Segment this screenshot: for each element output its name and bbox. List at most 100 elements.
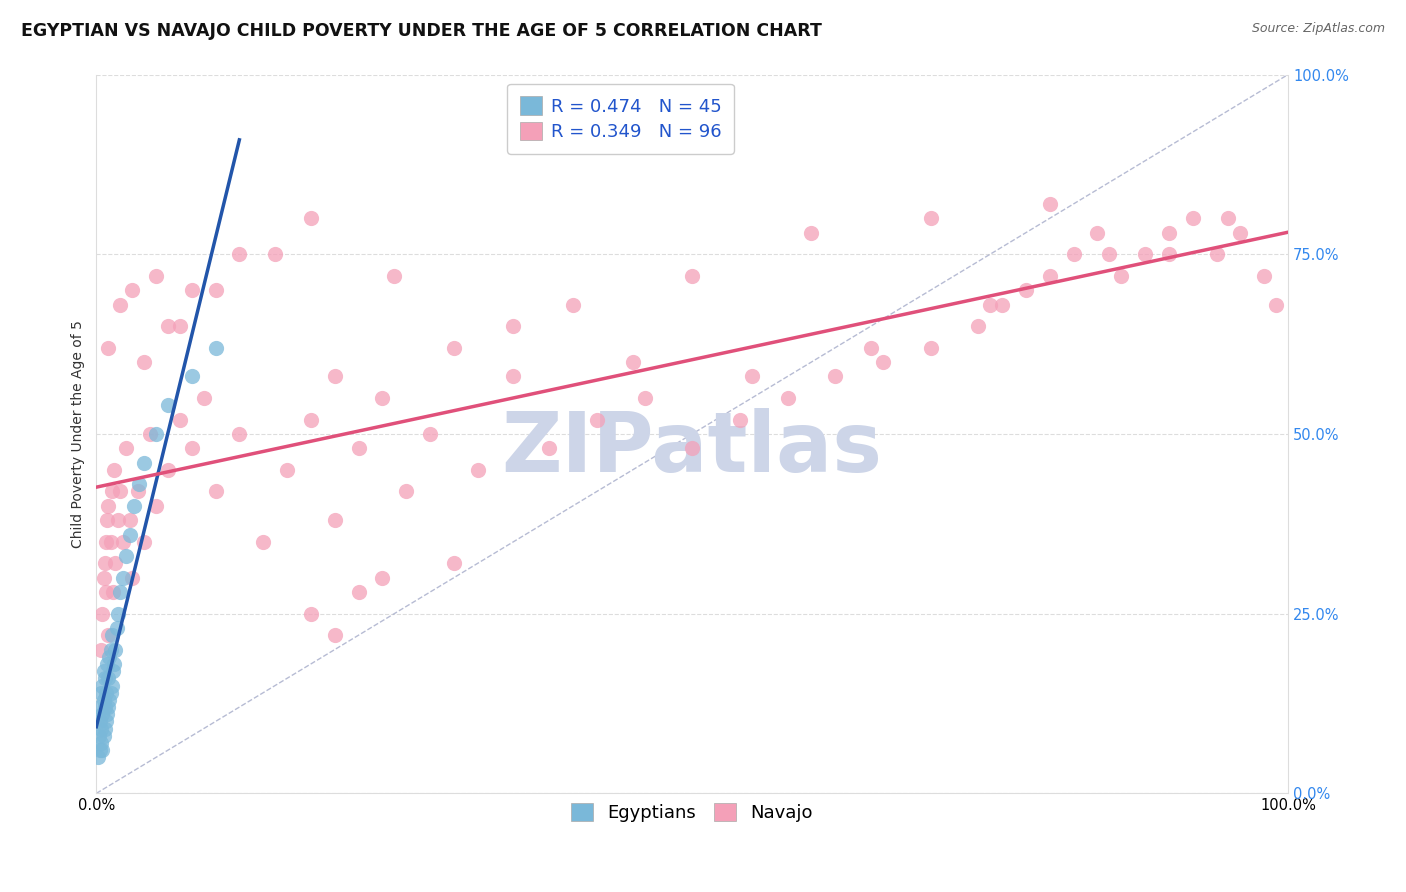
Y-axis label: Child Poverty Under the Age of 5: Child Poverty Under the Age of 5 <box>72 320 86 548</box>
Point <box>101 628 124 642</box>
Point <box>1039 197 1062 211</box>
Point <box>1265 297 1288 311</box>
Point <box>100 686 122 700</box>
Point <box>681 442 703 456</box>
Point <box>94 686 117 700</box>
Point <box>145 268 167 283</box>
Point <box>103 657 125 671</box>
Point <box>443 557 465 571</box>
Point <box>180 442 202 456</box>
Point <box>395 484 418 499</box>
Point <box>98 649 121 664</box>
Point <box>979 297 1001 311</box>
Point <box>1218 211 1240 226</box>
Point <box>156 463 179 477</box>
Point <box>97 341 120 355</box>
Point <box>108 297 131 311</box>
Point <box>93 729 115 743</box>
Point <box>169 319 191 334</box>
Point <box>371 571 394 585</box>
Point <box>538 442 561 456</box>
Point <box>87 729 110 743</box>
Point <box>276 463 298 477</box>
Point <box>86 750 108 764</box>
Point <box>1063 247 1085 261</box>
Point <box>108 484 131 499</box>
Point <box>121 571 143 585</box>
Point <box>91 679 114 693</box>
Point <box>562 297 585 311</box>
Point <box>94 534 117 549</box>
Point <box>90 642 112 657</box>
Point <box>127 484 149 499</box>
Point <box>93 722 115 736</box>
Point <box>228 247 250 261</box>
Point <box>156 319 179 334</box>
Point <box>967 319 990 334</box>
Point <box>299 211 322 226</box>
Point <box>920 341 942 355</box>
Point <box>1039 268 1062 283</box>
Point <box>90 686 112 700</box>
Point <box>93 571 115 585</box>
Point <box>107 513 129 527</box>
Point <box>118 527 141 541</box>
Point <box>299 607 322 621</box>
Point <box>347 585 370 599</box>
Point <box>98 693 121 707</box>
Point <box>100 642 122 657</box>
Point <box>681 268 703 283</box>
Point <box>204 484 226 499</box>
Point <box>1157 226 1180 240</box>
Point <box>1229 226 1251 240</box>
Point <box>1205 247 1227 261</box>
Point <box>741 369 763 384</box>
Point <box>156 398 179 412</box>
Point <box>87 700 110 714</box>
Point <box>91 707 114 722</box>
Point <box>145 499 167 513</box>
Point <box>115 442 138 456</box>
Point <box>90 722 112 736</box>
Point <box>89 743 111 757</box>
Point <box>93 557 115 571</box>
Point <box>93 671 115 685</box>
Point <box>633 391 655 405</box>
Text: ZIPatlas: ZIPatlas <box>502 408 883 489</box>
Point <box>111 571 134 585</box>
Point <box>132 456 155 470</box>
Point <box>94 714 117 729</box>
Point <box>97 700 120 714</box>
Point <box>371 391 394 405</box>
Point <box>299 412 322 426</box>
Point <box>100 534 122 549</box>
Point <box>323 513 346 527</box>
Point <box>502 369 524 384</box>
Point <box>91 743 114 757</box>
Point <box>419 426 441 441</box>
Legend: Egyptians, Navajo: Egyptians, Navajo <box>558 790 825 835</box>
Point <box>107 607 129 621</box>
Point <box>145 426 167 441</box>
Point <box>180 369 202 384</box>
Point <box>728 412 751 426</box>
Point <box>228 426 250 441</box>
Point <box>824 369 846 384</box>
Point <box>105 621 128 635</box>
Point <box>323 369 346 384</box>
Point <box>132 534 155 549</box>
Point <box>96 513 118 527</box>
Point <box>108 585 131 599</box>
Point <box>920 211 942 226</box>
Point <box>1253 268 1275 283</box>
Point <box>111 534 134 549</box>
Point <box>1181 211 1204 226</box>
Point <box>323 628 346 642</box>
Point <box>991 297 1014 311</box>
Point <box>101 585 124 599</box>
Point <box>1015 283 1038 297</box>
Point <box>347 442 370 456</box>
Point <box>204 283 226 297</box>
Point <box>859 341 882 355</box>
Point <box>1087 226 1109 240</box>
